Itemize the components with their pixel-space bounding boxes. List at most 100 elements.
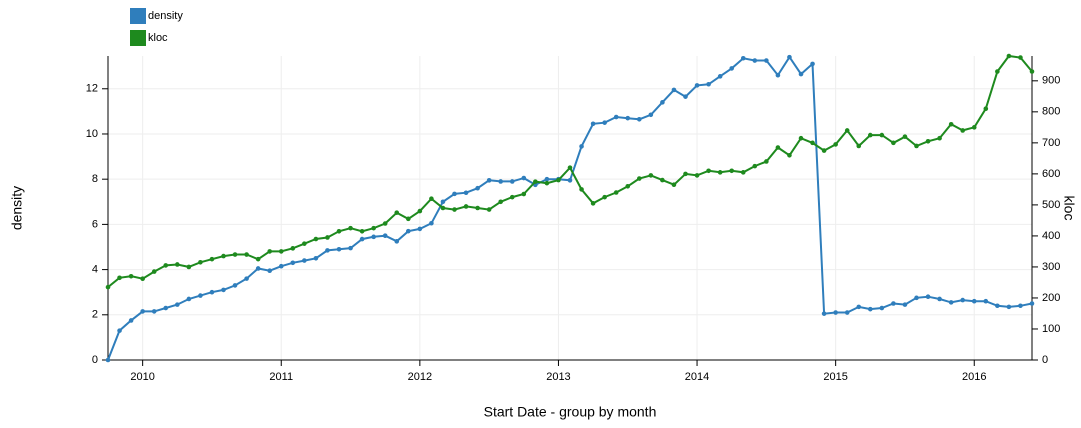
point xyxy=(221,253,226,259)
point xyxy=(833,142,838,147)
point xyxy=(1006,53,1012,59)
point xyxy=(960,128,965,133)
point xyxy=(556,177,561,183)
point xyxy=(244,252,249,257)
point xyxy=(613,114,619,120)
point xyxy=(440,199,446,205)
point xyxy=(717,74,723,79)
point xyxy=(325,248,330,253)
point xyxy=(382,233,388,238)
point xyxy=(706,81,711,87)
y2-tick-label: 900 xyxy=(1042,75,1060,87)
point xyxy=(359,228,365,234)
x-tick-label: 2016 xyxy=(962,371,986,383)
point xyxy=(544,180,550,186)
point xyxy=(948,300,954,305)
point xyxy=(209,256,215,262)
point xyxy=(613,190,619,195)
point xyxy=(660,100,665,105)
point xyxy=(602,120,607,125)
point xyxy=(729,66,734,71)
point xyxy=(937,135,942,141)
point xyxy=(648,112,654,118)
point xyxy=(117,275,122,281)
point xyxy=(937,296,942,302)
point xyxy=(498,179,504,184)
point xyxy=(429,196,434,201)
y-tick-label: 0 xyxy=(92,354,98,366)
legend-swatch xyxy=(130,30,146,46)
point xyxy=(417,226,423,232)
y2-tick-label: 700 xyxy=(1042,137,1060,149)
point xyxy=(302,241,307,246)
point xyxy=(232,283,238,288)
point xyxy=(267,249,273,254)
point xyxy=(625,183,631,189)
point xyxy=(844,128,850,133)
point xyxy=(140,309,145,314)
point xyxy=(925,139,931,144)
point xyxy=(971,298,977,304)
y2-tick-label: 100 xyxy=(1042,323,1060,335)
point xyxy=(244,276,249,281)
point xyxy=(198,293,203,298)
point xyxy=(891,140,896,146)
point xyxy=(1006,304,1012,310)
point xyxy=(325,235,330,240)
point xyxy=(764,58,769,63)
point xyxy=(290,260,296,266)
x-tick-label: 2013 xyxy=(546,371,570,383)
point xyxy=(902,302,908,307)
x-tick-label: 2010 xyxy=(130,371,154,383)
point xyxy=(764,159,769,164)
y-tick-label: 10 xyxy=(86,128,98,140)
x-tick-label: 2014 xyxy=(685,371,709,383)
point xyxy=(833,310,838,315)
y-tick-label: 6 xyxy=(92,218,98,230)
point xyxy=(429,220,434,226)
point xyxy=(394,210,400,215)
point xyxy=(1018,303,1023,309)
point xyxy=(209,289,215,295)
point xyxy=(798,71,804,77)
point xyxy=(706,168,711,174)
point xyxy=(902,134,908,139)
point xyxy=(232,252,238,257)
point xyxy=(359,236,365,242)
point xyxy=(475,205,480,211)
point xyxy=(660,177,665,183)
point xyxy=(625,115,631,121)
point xyxy=(567,165,573,170)
x-axis-title: Start Date - group by month xyxy=(484,404,657,420)
point xyxy=(151,309,157,314)
y-tick-label: 12 xyxy=(86,83,98,95)
point xyxy=(729,168,734,174)
y2-tick-label: 500 xyxy=(1042,199,1060,211)
point xyxy=(406,216,411,222)
point xyxy=(1018,55,1023,60)
point xyxy=(521,175,527,181)
point xyxy=(914,295,919,301)
point xyxy=(128,273,134,279)
point xyxy=(486,207,492,212)
point xyxy=(948,121,954,127)
point xyxy=(475,185,480,191)
point xyxy=(128,318,134,323)
point xyxy=(671,87,677,93)
point xyxy=(579,144,584,149)
point xyxy=(995,303,1000,309)
point xyxy=(694,83,700,88)
point xyxy=(371,234,376,240)
legend-label: density xyxy=(148,10,183,22)
point xyxy=(255,256,261,262)
point xyxy=(787,54,792,60)
point xyxy=(186,264,192,270)
point xyxy=(637,176,642,181)
point xyxy=(163,305,169,311)
point xyxy=(879,132,885,138)
y-tick-label: 8 xyxy=(92,173,98,185)
y2-tick-label: 300 xyxy=(1042,261,1060,273)
point xyxy=(567,178,573,183)
point xyxy=(879,305,885,311)
point xyxy=(140,276,145,282)
